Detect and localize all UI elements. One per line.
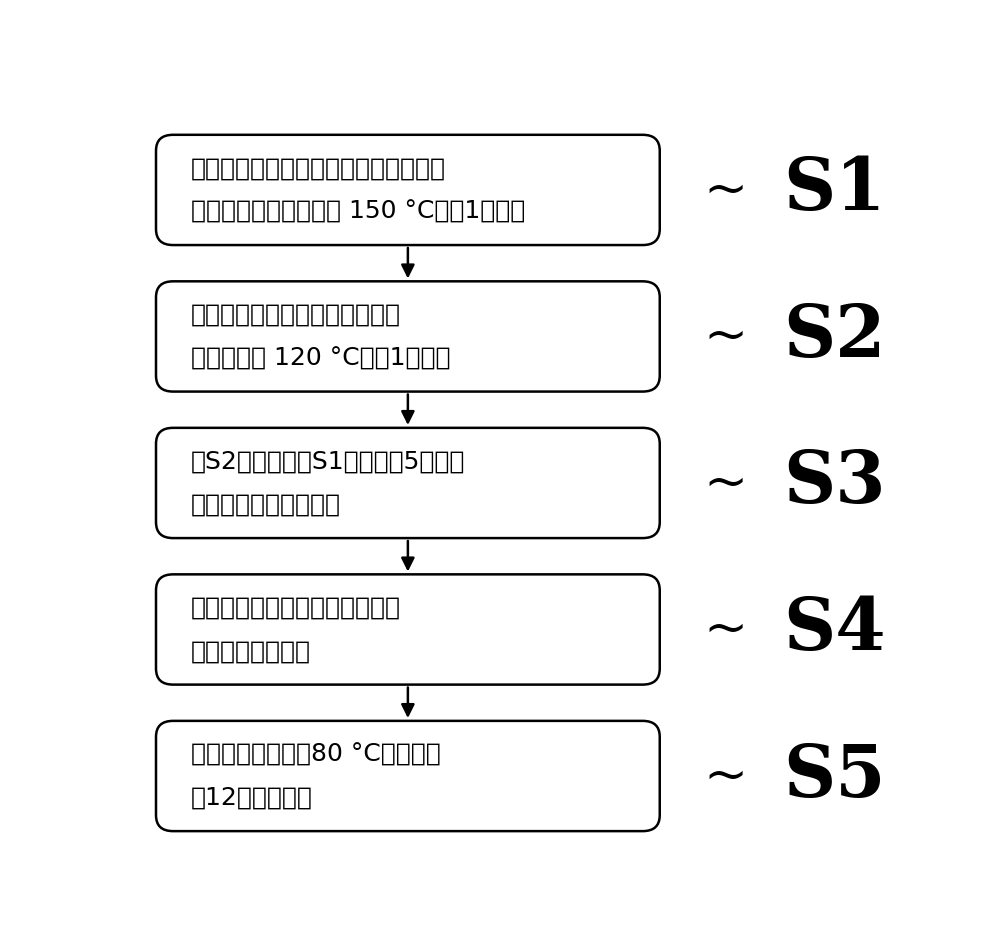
Text: ~: ~ — [704, 311, 748, 362]
Text: 烯，油酸， 120 °C保渥1小时。: 烯，油酸， 120 °C保渥1小时。 — [191, 347, 450, 370]
Text: S3: S3 — [783, 447, 885, 518]
Text: 将S2迅速注射入S1中，反冔5秒钟，: 将S2迅速注射入S1中，反冔5秒钟， — [191, 449, 465, 473]
Text: 换材料表面配体。: 换材料表面配体。 — [191, 640, 311, 663]
Text: S5: S5 — [783, 740, 885, 811]
Text: 制备碳酸钇前驱液。溶剂为十八: 制备碳酸钇前驱液。溶剂为十八 — [191, 302, 401, 327]
Text: S2: S2 — [783, 300, 885, 372]
Text: 通过甲苯和丙酮的反复洗浤，交: 通过甲苯和丙酮的反复洗浤，交 — [191, 595, 401, 620]
Text: 幃12小时即得。: 幃12小时即得。 — [191, 786, 313, 810]
Text: 制备含金属银和渴化钓前驱液。溶剂为: 制备含金属银和渴化钓前驱液。溶剂为 — [191, 156, 446, 180]
Text: 十八烯，油酸，油胺， 150 °C保渥1小时。: 十八烯，油酸，油胺， 150 °C保渥1小时。 — [191, 200, 525, 223]
Text: ~: ~ — [704, 165, 748, 216]
Text: S1: S1 — [783, 154, 885, 225]
Text: ~: ~ — [704, 458, 748, 509]
Text: ~: ~ — [704, 751, 748, 802]
Text: 冰浴冷却，终止反应。: 冰浴冷却，终止反应。 — [191, 493, 341, 517]
Text: S4: S4 — [783, 594, 885, 665]
Text: ~: ~ — [704, 604, 748, 655]
FancyBboxPatch shape — [156, 135, 660, 245]
FancyBboxPatch shape — [156, 575, 660, 685]
Text: 持续抽真空状态下80 °C温度下烘: 持续抽真空状态下80 °C温度下烘 — [191, 742, 441, 766]
FancyBboxPatch shape — [156, 428, 660, 538]
FancyBboxPatch shape — [156, 721, 660, 831]
FancyBboxPatch shape — [156, 282, 660, 392]
